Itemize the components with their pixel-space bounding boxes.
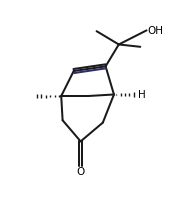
Text: OH: OH — [147, 26, 163, 36]
Text: H: H — [138, 90, 146, 100]
Text: O: O — [76, 166, 85, 176]
